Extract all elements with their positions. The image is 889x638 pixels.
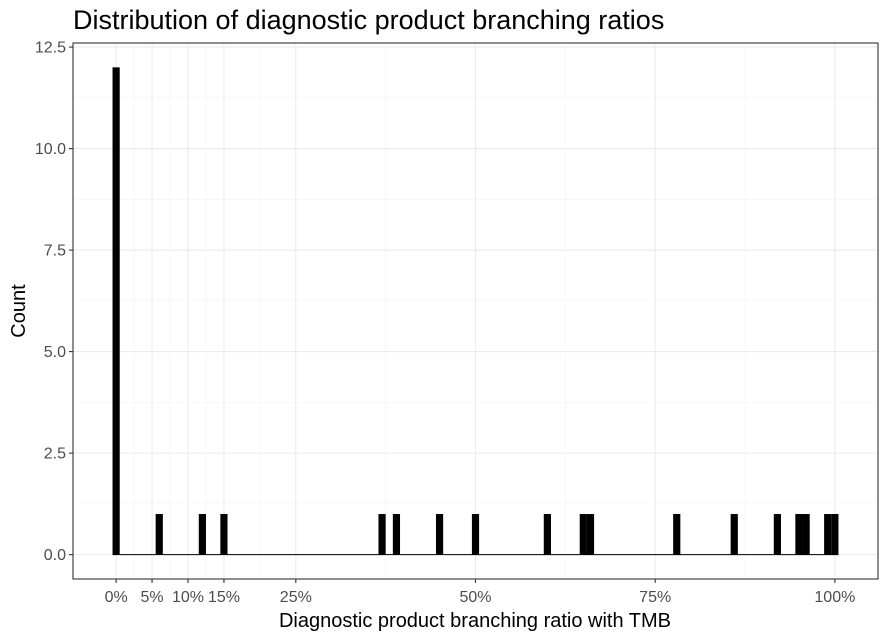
x-axis-title: Diagnostic product branching ratio with … (279, 610, 671, 632)
histogram-bar (198, 514, 206, 555)
histogram-bar (730, 514, 738, 555)
histogram-bar (831, 514, 839, 555)
x-tick-label: 100% (814, 589, 855, 606)
chart-title: Distribution of diagnostic product branc… (73, 5, 664, 35)
histogram-bar (795, 514, 803, 555)
x-tick-label: 75% (639, 589, 671, 606)
x-axis-ticks: 0% 5% 10% 15% 25% 50% 75% 100% (105, 579, 855, 606)
histogram-bar (579, 514, 587, 555)
histogram-bars (112, 67, 839, 556)
histogram-bar (220, 514, 228, 555)
y-tick-label: 2.5 (44, 446, 66, 463)
y-tick-label: 12.5 (35, 40, 66, 57)
histogram-bar (824, 514, 832, 555)
x-tick-label: 50% (459, 589, 491, 606)
y-tick-label: 5.0 (44, 344, 66, 361)
histogram-bar (471, 514, 480, 555)
x-tick-label: 0% (105, 589, 128, 606)
y-tick-label: 0.0 (44, 547, 66, 564)
histogram-bar (378, 514, 386, 555)
grid-lines (73, 43, 878, 579)
x-tick-label: 25% (280, 589, 312, 606)
histogram-bar (543, 514, 551, 555)
y-axis-ticks: 0.0 2.5 5.0 7.5 10.0 12.5 (35, 40, 73, 564)
histogram-bar (112, 67, 120, 555)
x-tick-label: 5% (141, 589, 164, 606)
y-axis-title: Count (8, 284, 30, 338)
x-tick-label: 10% (172, 589, 204, 606)
histogram-bar (435, 514, 444, 555)
histogram-bar (802, 514, 810, 555)
histogram-bar (773, 514, 781, 555)
histogram-bar (155, 514, 163, 555)
x-tick-label: 15% (208, 589, 240, 606)
histogram-bar (392, 514, 401, 555)
histogram-bar (673, 514, 681, 555)
y-tick-label: 7.5 (44, 243, 66, 260)
y-tick-label: 10.0 (35, 141, 66, 158)
histogram-bar (586, 514, 595, 555)
